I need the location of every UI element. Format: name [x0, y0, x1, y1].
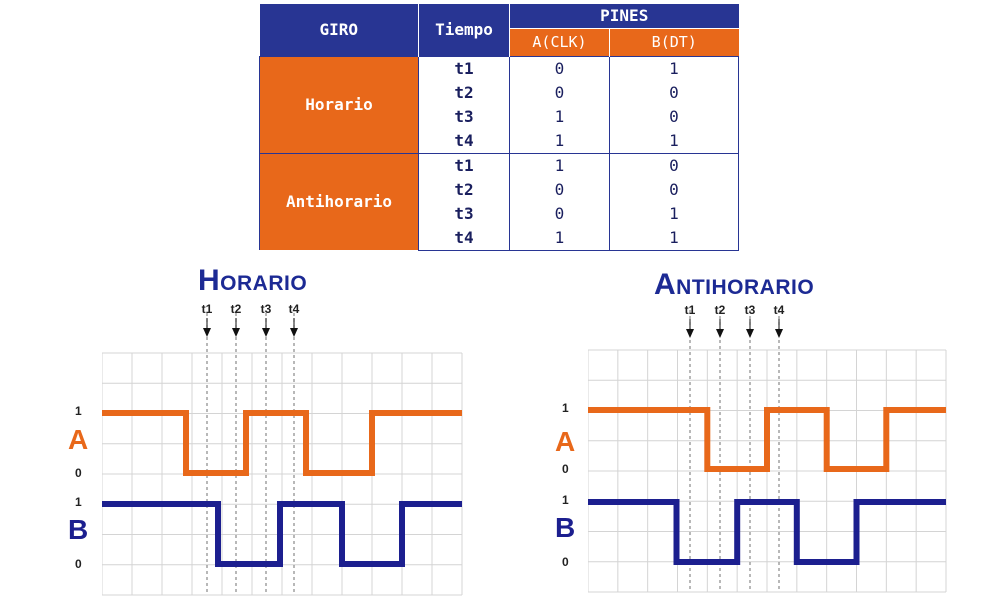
table-row: t3 0 1 [260, 201, 739, 226]
waveform-b [588, 499, 946, 565]
signal-label-a: A [555, 426, 576, 457]
signal-label-a: A [68, 424, 89, 455]
level-low-label-b: 0 [75, 557, 82, 571]
pin-b-cell: 0 [609, 80, 739, 105]
time-label-t3: t3 [744, 303, 756, 317]
level-high-label-b: 1 [75, 495, 82, 509]
header-pines: PINES [509, 4, 739, 28]
level-high-label-a: 1 [562, 401, 569, 415]
time-label-t1: t1 [684, 303, 696, 317]
time-cell: t2 [418, 80, 510, 105]
arrow-stem [235, 318, 237, 330]
pin-a-cell: 1 [509, 128, 610, 153]
time-cell: t4 [418, 225, 510, 251]
level-low-label-a: 0 [562, 462, 569, 476]
signal-label-b: B [555, 512, 576, 543]
time-label-t1: t1 [201, 302, 213, 316]
down-arrow-icon [716, 329, 724, 338]
diagram-title-horario: Horario [198, 264, 308, 297]
waveform-a [102, 410, 462, 476]
pin-a-cell: 0 [509, 55, 610, 81]
table-row: Antihorario t1 1 0 [259, 152, 739, 250]
pin-b-cell: 1 [609, 201, 739, 226]
time-label-t3: t3 [260, 302, 272, 316]
pin-a-cell: 1 [509, 104, 610, 129]
pin-b-cell: 0 [609, 152, 739, 178]
down-arrow-icon [203, 328, 211, 337]
pin-b-cell: 0 [609, 177, 739, 202]
arrow-stem [778, 319, 780, 331]
time-label-t2: t2 [230, 302, 242, 316]
down-arrow-icon [775, 329, 783, 338]
waveform-plot-horario [102, 313, 463, 596]
diagram-title-antihorario: Antihorario [654, 268, 815, 301]
arrow-stem [206, 318, 208, 330]
time-label-t2: t2 [714, 303, 726, 317]
table-row: t4 1 1 [260, 128, 739, 153]
arrow-stem [265, 318, 267, 330]
header-pin-a: A(CLK) [509, 27, 610, 56]
header-pin-b: B(DT) [609, 27, 739, 56]
arrow-stem [689, 319, 691, 331]
level-low-label-a: 0 [75, 466, 82, 480]
table-row: t4 1 1 [260, 225, 739, 251]
down-arrow-icon [746, 329, 754, 338]
header-tiempo: Tiempo [418, 4, 510, 56]
arrow-stem [719, 319, 721, 331]
time-label-t4: t4 [773, 303, 785, 317]
table-row: t2 0 0 [260, 177, 739, 202]
pin-b-cell: 1 [609, 225, 739, 251]
table-row: Horario t1 0 1 [259, 55, 739, 153]
table-row: t2 0 0 [260, 80, 739, 105]
level-high-label-a: 1 [75, 404, 82, 418]
pin-a-cell: 1 [509, 225, 610, 251]
truth-table: GIRO Tiempo PINES A(CLK) B(DT) Horario t… [259, 4, 739, 251]
down-arrow-icon [290, 328, 298, 337]
arrow-stem [749, 319, 751, 331]
level-low-label-b: 0 [562, 555, 569, 569]
pin-b-cell: 0 [609, 104, 739, 129]
time-label-t4: t4 [288, 302, 300, 316]
pin-b-cell: 1 [609, 55, 739, 81]
direction-horario: Horario [259, 55, 419, 153]
waveform-plot-antihorario [588, 310, 947, 593]
arrow-stem [293, 318, 295, 330]
time-cell: t3 [418, 201, 510, 226]
time-cell: t2 [418, 177, 510, 202]
down-arrow-icon [686, 329, 694, 338]
time-cell: t3 [418, 104, 510, 129]
time-cell: t4 [418, 128, 510, 153]
table-row: t3 1 0 [260, 104, 739, 129]
waveform-b [102, 501, 462, 567]
signal-label-b: B [68, 514, 89, 545]
time-cell: t1 [418, 152, 510, 178]
level-high-label-b: 1 [562, 493, 569, 507]
pin-a-cell: 0 [509, 201, 610, 226]
pin-a-cell: 1 [509, 152, 610, 178]
waveform-a [588, 407, 946, 472]
header-giro: GIRO [259, 4, 419, 56]
pin-b-cell: 1 [609, 128, 739, 153]
down-arrow-icon [232, 328, 240, 337]
direction-antihorario: Antihorario [259, 152, 419, 250]
time-cell: t1 [418, 55, 510, 81]
down-arrow-icon [262, 328, 270, 337]
pin-a-cell: 0 [509, 177, 610, 202]
pin-a-cell: 0 [509, 80, 610, 105]
